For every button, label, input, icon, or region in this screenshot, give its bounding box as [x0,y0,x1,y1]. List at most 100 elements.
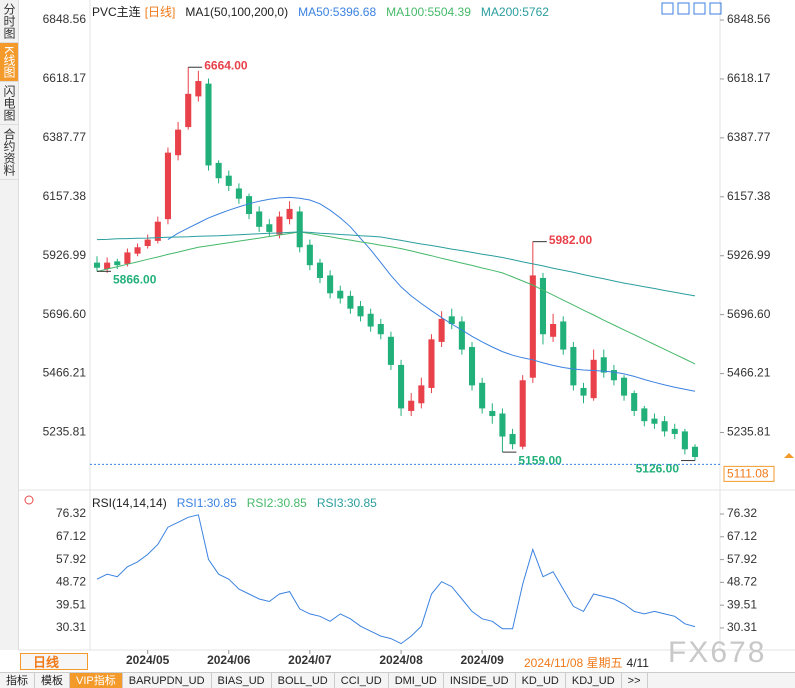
toolbar-button[interactable]: BIAS_UD [212,673,272,688]
toolbar-button[interactable]: >> [622,673,648,688]
y-tick-label-left: 57.92 [56,552,86,566]
candle-body [468,347,476,386]
y-tick-label: 5926.99 [727,248,771,262]
candle-body [134,247,141,254]
y-tick-label-left: 6157.38 [43,189,87,203]
toolbar-button[interactable]: INSIDE_UD [444,673,516,688]
y-tick-label-left: 30.31 [56,620,86,634]
annotation: 6664.00 [204,58,248,72]
y-tick-label: 6618.17 [727,71,771,85]
y-tick-label: 6387.77 [727,130,771,144]
next[interactable] [709,2,722,15]
candle-body [286,208,293,220]
y-tick-label-left: 5696.60 [43,307,87,321]
candle-body [195,81,202,97]
tab[interactable]: 分时图 [0,0,18,43]
toolbar-button[interactable]: 指标 [0,673,35,688]
candle-body [367,313,374,327]
legend-item: MA200:5762 [480,4,549,19]
line [167,196,696,392]
toolbar-button[interactable]: KDJ_UD [566,673,622,688]
sidebar: 分时图 K线图 闪电图 合约资料 [0,0,19,650]
y-tick-label-left: 6618.17 [43,71,87,85]
period-button[interactable]: 日线 [20,653,88,670]
candle-body [175,129,182,156]
x-tick-label: 2024/09 [460,653,504,667]
candle-body [185,93,192,128]
cursor-extra: 4/11 [626,655,649,670]
candle-body [519,380,526,447]
rsi-header: RSI(14,14,14) RSI1:30.85 RSI2:30.85 RSI3… [92,496,377,510]
tab[interactable]: K线图 [0,43,18,83]
zoom-in[interactable] [661,2,674,15]
candle-body [245,196,253,215]
cursor-info: 2024/11/08 星期五 4/11 [524,654,649,671]
annotation: 5126.00 [636,462,680,476]
cursor-date: 2024/11/08 星期五 [524,656,623,670]
tab[interactable]: 闪电图 [0,82,18,126]
y-tick-label-left: 6848.56 [43,12,87,26]
toolbar-button[interactable]: CCI_UD [335,673,389,688]
x-tick-label: 2024/08 [379,653,423,667]
indicator: RSI(14,14,14) [92,496,167,510]
y-tick-label-left: 76.32 [56,506,86,520]
candle-body [641,408,648,422]
y-tick-label: 67.12 [727,529,757,543]
candle-body [418,385,425,404]
toolbar: 指标 模板 VIP指标 BARUPDN_UD BIAS_UD BOLL_UD CCI_UD D… [0,672,795,688]
candle-body [154,221,161,241]
candle-body [458,321,465,350]
candle-body [398,364,405,409]
annotation: 5866.00 [113,272,157,286]
candle-body [529,275,536,378]
toolbar-button[interactable]: VIP指标 [70,673,123,688]
settings-icon[interactable] [24,495,34,505]
candle-body [580,387,587,396]
annotation: 5982.00 [549,233,593,247]
period[interactable]: [日线] [144,5,176,19]
candle-body [448,316,455,324]
indicator[interactable]: MA1(50,100,200,0) [185,4,289,19]
y-tick-label-left: 48.72 [56,575,86,589]
main-header: PVC主连 [日线] MA1(50,100,200,0) MA50:5396.6… [92,3,549,20]
toolbar-button[interactable]: BARUPDN_UD [123,673,212,688]
candle-body [671,428,678,434]
candle-body [327,275,334,294]
y-tick-label: 6157.38 [727,189,771,203]
tab[interactable]: 合约资料 [0,125,18,181]
candle-body [377,324,384,335]
toolbar-button[interactable]: KD_UD [516,673,566,688]
candle-body [387,336,394,365]
candle-body [347,295,354,309]
candle-body [225,175,232,186]
line [96,514,696,645]
candle-body [691,446,699,457]
candle-body [205,83,212,166]
candle-body [276,216,283,235]
last-price-box [723,465,775,482]
y-tick-label: 39.51 [727,597,757,611]
candle-body [357,306,364,317]
candle-body [661,421,668,432]
candle-body [489,410,496,417]
candle-body [651,418,658,424]
candle-body [509,433,516,445]
toolbar-button[interactable]: 模板 [35,673,70,688]
candle-body [266,224,273,232]
legend-item: RSI1:30.85 [176,496,237,510]
y-tick-label-left: 5926.99 [43,248,87,262]
candle-body [408,400,415,411]
candle-body [93,262,101,268]
x-tick-label: 2024/05 [126,653,170,667]
x-tick-label: 2024/07 [288,653,332,667]
candle-body [337,290,344,299]
candle-body [621,377,628,396]
toolbar-button[interactable]: DMI_UD [389,673,444,688]
prev[interactable] [693,2,706,15]
y-tick-label-left: 6387.77 [43,130,87,144]
candle-body [479,382,486,409]
zoom-out[interactable] [677,2,690,15]
toolbar-button[interactable]: BOLL_UD [272,673,335,688]
candle-body [316,262,324,278]
